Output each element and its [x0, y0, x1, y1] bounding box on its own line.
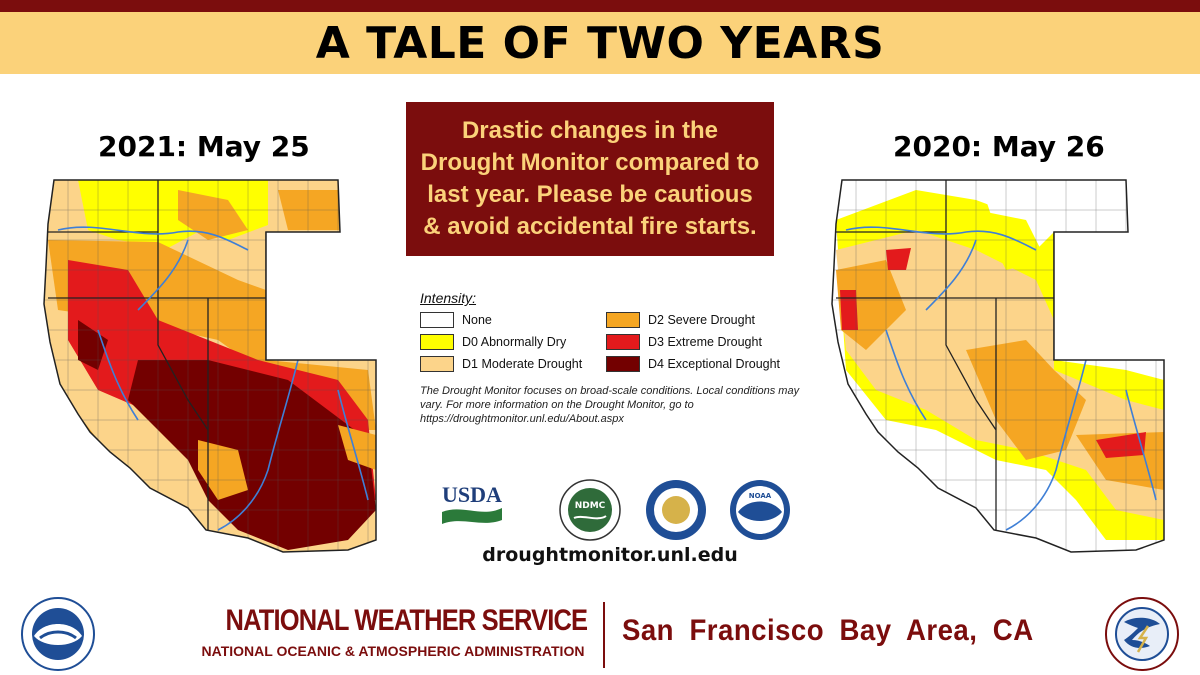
ndmc-logo: NDMC — [559, 479, 621, 541]
legend-swatch-d2 — [606, 312, 640, 328]
partner-logos: USDA NDMC NOAA — [442, 479, 790, 541]
drought-notice: Drastic changes in the Drought Monitor c… — [406, 102, 774, 256]
legend: Intensity: None D2 Severe Drought D0 Abn… — [420, 290, 800, 426]
legend-title: Intensity: — [420, 290, 477, 306]
legend-note: The Drought Monitor focuses on broad-sca… — [420, 385, 800, 425]
legend-swatch-d1 — [420, 356, 454, 372]
legend-item: D0 Abnormally Dry — [420, 334, 606, 350]
legend-label: D0 Abnormally Dry — [462, 335, 567, 349]
legend-swatch-d3 — [606, 334, 640, 350]
map-label-2021: 2021: May 25 — [98, 130, 310, 163]
drought-monitor-url[interactable]: droughtmonitor.unl.edu — [482, 544, 738, 566]
legend-label: None — [462, 313, 492, 327]
nws-corner-logo — [1105, 597, 1179, 671]
footer-divider — [603, 602, 605, 668]
noaa-corner-logo — [21, 597, 95, 671]
nws-name: NATIONAL WEATHER SERVICE — [225, 604, 589, 637]
legend-item: D3 Extreme Drought — [606, 334, 796, 350]
legend-swatch-d4 — [606, 356, 640, 372]
noaa-logo: NOAA — [730, 480, 790, 540]
legend-label: D3 Extreme Drought — [648, 335, 762, 349]
usda-logo: USDA — [442, 482, 502, 524]
legend-label: D1 Moderate Drought — [462, 357, 583, 371]
legend-label: D2 Severe Drought — [648, 313, 756, 327]
noaa-text: NOAA — [749, 492, 772, 500]
legend-item: D2 Severe Drought — [606, 312, 796, 328]
top-stripe — [0, 0, 1200, 12]
legend-swatch-none — [420, 312, 454, 328]
drought-map-2020 — [831, 179, 1165, 553]
legend-item: D4 Exceptional Drought — [606, 356, 796, 372]
ndmc-text: NDMC — [575, 501, 606, 511]
legend-label: D4 Exceptional Drought — [648, 357, 781, 371]
page-title: A TALE OF TWO YEARS — [315, 17, 885, 69]
doc-seal-logo — [646, 480, 706, 540]
legend-item: D1 Moderate Drought — [420, 356, 606, 372]
drought-map-2021 — [43, 179, 377, 553]
noaa-name: NATIONAL OCEANIC & ATMOSPHERIC ADMINISTR… — [201, 643, 585, 659]
legend-item: None — [420, 312, 606, 328]
office-name: San Francisco Bay Area, CA — [622, 614, 1034, 647]
map-label-2020: 2020: May 26 — [893, 130, 1105, 163]
legend-swatch-d0 — [420, 334, 454, 350]
legend-grid: None D2 Severe Drought D0 Abnormally Dry… — [420, 312, 800, 372]
title-band: A TALE OF TWO YEARS — [0, 12, 1200, 74]
usda-text: USDA — [442, 482, 502, 507]
